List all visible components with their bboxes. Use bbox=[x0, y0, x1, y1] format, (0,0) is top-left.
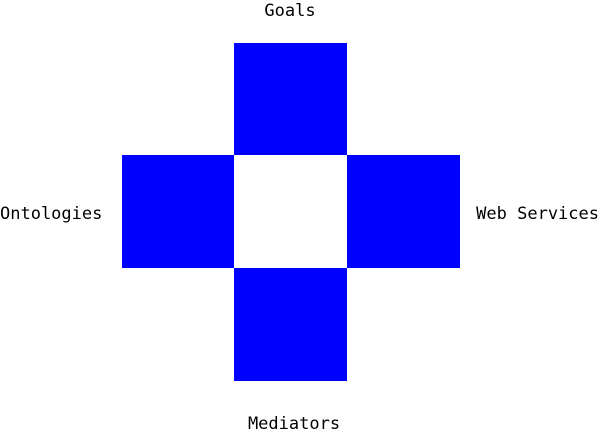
ontologies-label: Ontologies bbox=[0, 204, 103, 224]
goals-block bbox=[234, 43, 347, 156]
mediators-block bbox=[234, 268, 347, 381]
web-services-label: Web Services bbox=[476, 204, 599, 224]
goals-label: Goals bbox=[264, 1, 316, 21]
mediators-label: Mediators bbox=[247, 414, 341, 434]
web-services-block bbox=[347, 155, 460, 268]
center-block bbox=[234, 155, 347, 268]
ontologies-block bbox=[122, 155, 235, 268]
